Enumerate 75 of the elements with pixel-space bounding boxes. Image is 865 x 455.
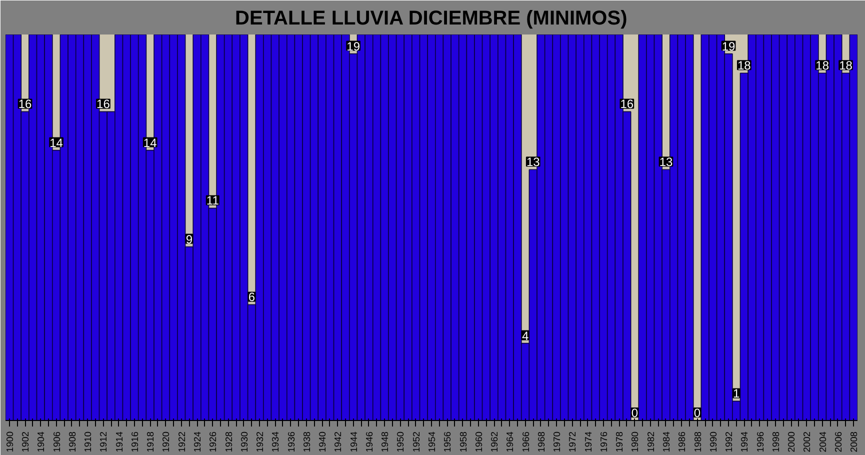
- x-tick-label: 1908: [67, 431, 78, 452]
- x-tick-label: 1984: [661, 431, 672, 452]
- x-tick-label: 1920: [161, 431, 172, 452]
- x-tick-label: 1994: [740, 431, 750, 452]
- x-tick-label: 2000: [786, 431, 797, 452]
- x-tick-label: 1956: [442, 431, 453, 452]
- x-tick-label: 1970: [552, 431, 562, 452]
- data-label: 0: [694, 406, 701, 420]
- x-tick-label: 2008: [849, 431, 860, 452]
- x-tick-label: 1982: [646, 431, 656, 452]
- x-tick-label: 1922: [176, 431, 187, 452]
- x-tick-label: 1958: [458, 431, 468, 452]
- x-tick-label: 1968: [536, 431, 546, 452]
- data-label: 14: [50, 136, 64, 150]
- x-tick-label: 1950: [396, 431, 406, 452]
- x-tick-label: 1946: [364, 431, 374, 452]
- x-tick-label: 1988: [692, 431, 703, 452]
- x-tick-label: 1904: [36, 431, 46, 452]
- x-tick-label: 1954: [427, 431, 437, 452]
- x-tick-label: 1962: [490, 431, 500, 452]
- x-tick-label: 2004: [818, 431, 828, 452]
- data-label: 18: [816, 58, 830, 73]
- x-tick-label: 1914: [114, 431, 124, 452]
- x-tick-label: 1900: [4, 431, 15, 452]
- x-tick-label: 2006: [833, 431, 844, 452]
- data-label: 18: [839, 58, 853, 73]
- x-tick-label: 1976: [598, 431, 609, 452]
- x-tick-label: 1966: [520, 431, 531, 452]
- x-tick-label: 1960: [474, 431, 484, 452]
- x-tick-label: 1906: [52, 431, 62, 452]
- x-tick-label: 1990: [708, 431, 718, 452]
- data-label: 18: [737, 58, 752, 73]
- x-tick-label: 1916: [130, 431, 140, 452]
- data-label: 19: [722, 39, 736, 54]
- x-tick-label: 1926: [208, 431, 218, 452]
- x-tick-label: 1910: [83, 431, 94, 452]
- x-tick-label: 1944: [348, 431, 359, 452]
- data-label: 13: [659, 155, 673, 170]
- data-label: 16: [620, 97, 634, 112]
- x-tick-label: 1978: [614, 431, 625, 452]
- x-tick-label: 2002: [802, 431, 812, 452]
- x-tick-label: 1986: [677, 431, 688, 452]
- x-tick-label: 1924: [192, 431, 203, 452]
- data-label: 11: [206, 194, 220, 208]
- data-label: 16: [96, 97, 110, 112]
- x-tick-label: 1936: [286, 431, 296, 452]
- x-tick-label: 1928: [224, 431, 234, 452]
- x-tick-label: 1918: [146, 431, 156, 452]
- x-tick-label: 1974: [583, 431, 594, 452]
- x-tick-label: 1942: [333, 431, 344, 452]
- data-label: 19: [346, 39, 360, 54]
- x-tick-label: 1992: [724, 431, 734, 452]
- x-tick-label: 1998: [770, 431, 781, 452]
- data-label: 9: [186, 232, 193, 246]
- data-label: 14: [143, 136, 158, 150]
- x-tick-label: 1940: [318, 431, 328, 452]
- x-tick-label: 1930: [239, 431, 250, 452]
- data-label: 13: [526, 155, 540, 170]
- x-tick-label: 1952: [411, 431, 422, 452]
- chart-title: DETALLE LLUVIA DICIEMBRE (MINIMOS): [235, 8, 628, 30]
- x-tick-label: 1972: [568, 431, 578, 452]
- x-tick-label: 1996: [755, 431, 766, 452]
- data-label: 0: [631, 406, 638, 420]
- data-label: 16: [18, 97, 32, 112]
- data-label: 6: [248, 290, 256, 304]
- x-tick-label: 1932: [255, 431, 266, 452]
- x-tick-label: 1964: [505, 431, 516, 452]
- x-tick-label: 1902: [20, 431, 31, 452]
- x-tick-label: 1938: [302, 431, 312, 452]
- x-tick-label: 1934: [270, 431, 281, 452]
- x-tick-label: 1980: [630, 431, 640, 452]
- data-label: 1: [733, 386, 740, 401]
- x-tick-label: 1912: [98, 431, 109, 452]
- x-tick-label: 1948: [380, 431, 390, 452]
- data-label: 4: [522, 328, 529, 343]
